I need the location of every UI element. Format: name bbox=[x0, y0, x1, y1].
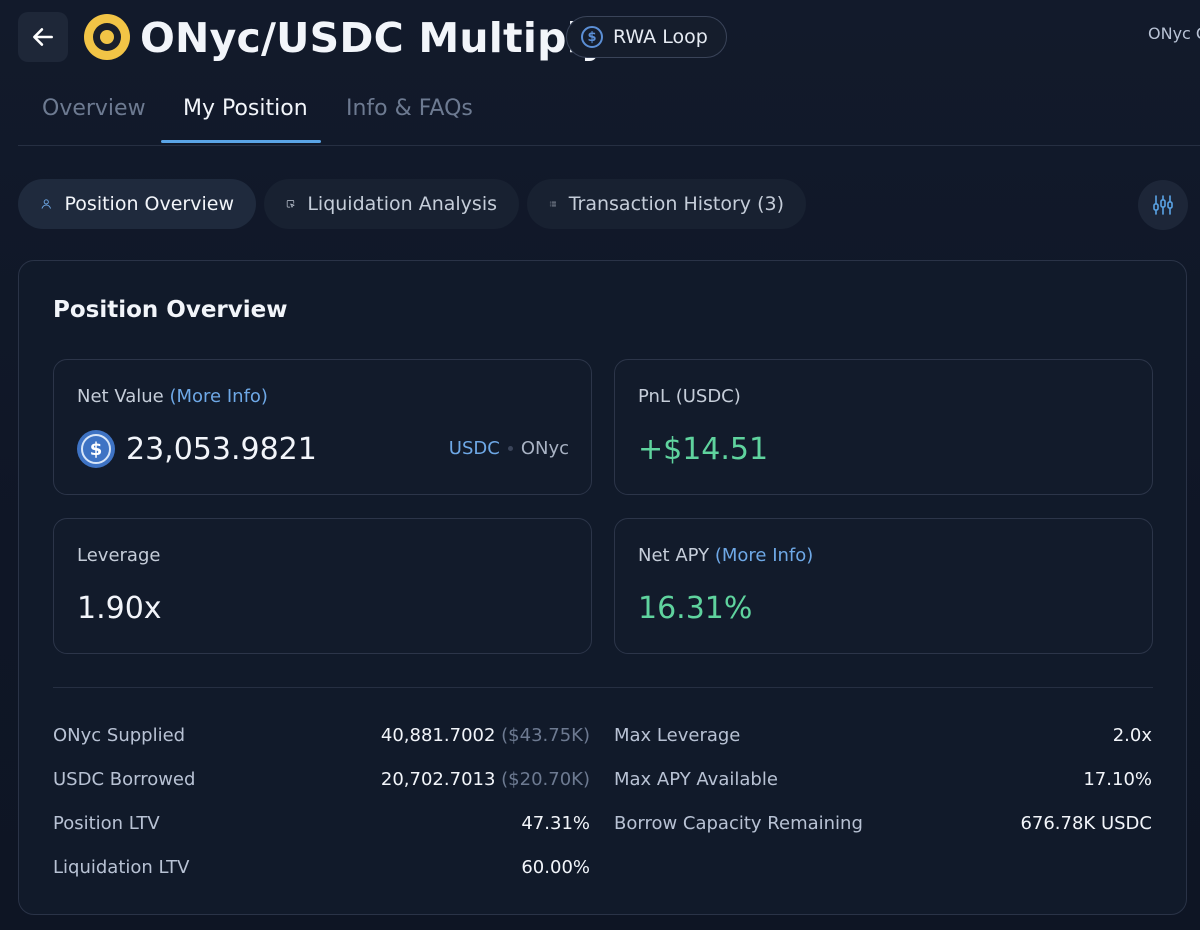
net-apy-more-info-link[interactable]: (More Info) bbox=[714, 545, 814, 566]
liquidation-ltv-value: 60.00% bbox=[521, 857, 590, 878]
pnl-value: +$14.51 bbox=[638, 432, 769, 467]
header: ONyc/USDC Multiply $ RWA Loop ONyc C bbox=[0, 0, 1200, 80]
position-ltv-value: 47.31% bbox=[521, 813, 590, 834]
divider bbox=[53, 687, 1153, 688]
net-value-amount: 23,053.9821 bbox=[126, 432, 317, 467]
borrow-capacity-value: 676.78K USDC bbox=[1020, 813, 1152, 834]
subtab-liquidation-analysis[interactable]: Liquidation Analysis bbox=[264, 179, 519, 229]
chart-icon bbox=[1153, 195, 1173, 215]
main-tabs: Overview My Position Info & FAQs bbox=[18, 82, 1200, 146]
toggle-separator bbox=[507, 446, 513, 451]
subtab-position-overview[interactable]: Position Overview bbox=[18, 179, 256, 229]
net-value-label: Net Value bbox=[77, 386, 164, 407]
user-icon bbox=[41, 199, 51, 209]
net-apy-panel: Net APY (More Info) 16.31% bbox=[614, 518, 1153, 654]
tab-overview[interactable]: Overview bbox=[42, 96, 146, 121]
net-apy-label-row: Net APY (More Info) bbox=[638, 545, 813, 566]
onyc-logo-icon bbox=[84, 14, 130, 60]
tab-info-faqs[interactable]: Info & FAQs bbox=[346, 96, 473, 121]
onyc-supplied-label: ONyc Supplied bbox=[53, 725, 186, 746]
tab-my-position[interactable]: My Position bbox=[183, 96, 308, 121]
cursor-box-icon bbox=[286, 200, 295, 208]
list-icon bbox=[549, 201, 557, 207]
usdc-borrowed-usd: ($20.70K) bbox=[501, 769, 590, 790]
currency-toggle: USDC ONyc bbox=[449, 438, 569, 459]
leverage-value: 1.90x bbox=[77, 591, 162, 626]
onyc-supplied-amount: 40,881.7002 bbox=[380, 725, 496, 746]
usdc-coin-icon: $ bbox=[77, 430, 115, 468]
net-apy-label: Net APY bbox=[638, 545, 710, 566]
leverage-label: Leverage bbox=[77, 545, 161, 566]
subtab-transaction-history[interactable]: Transaction History (3) bbox=[527, 179, 806, 229]
active-tab-indicator bbox=[161, 140, 321, 143]
back-arrow-icon bbox=[33, 28, 53, 46]
net-apy-value: 16.31% bbox=[638, 591, 753, 626]
net-value-more-info-link[interactable]: (More Info) bbox=[169, 386, 268, 407]
pnl-label: PnL (USDC) bbox=[638, 386, 741, 407]
toggle-onyc[interactable]: ONyc bbox=[520, 438, 569, 459]
usdc-borrowed-label: USDC Borrowed bbox=[53, 769, 196, 790]
net-value-panel: Net Value (More Info) $ 23,053.9821 USDC… bbox=[53, 359, 592, 495]
subtab-label: Liquidation Analysis bbox=[307, 193, 497, 215]
max-apy-value: 17.10% bbox=[1083, 769, 1152, 790]
toggle-usdc[interactable]: USDC bbox=[448, 438, 500, 459]
dollar-circle-icon: $ bbox=[581, 26, 603, 48]
truncated-corner-text: ONyc C bbox=[1148, 24, 1200, 43]
chart-view-button[interactable] bbox=[1138, 180, 1188, 230]
liquidation-ltv-label: Liquidation LTV bbox=[53, 857, 190, 878]
net-value-label-row: Net Value (More Info) bbox=[77, 386, 268, 407]
page-title: ONyc/USDC Multiply bbox=[140, 14, 608, 62]
card-title: Position Overview bbox=[53, 297, 288, 323]
max-leverage-value: 2.0x bbox=[1112, 725, 1152, 746]
borrow-capacity-label: Borrow Capacity Remaining bbox=[614, 813, 863, 834]
onyc-supplied-usd: ($43.75K) bbox=[501, 725, 590, 746]
leverage-panel: Leverage 1.90x bbox=[53, 518, 592, 654]
badge-label: RWA Loop bbox=[613, 26, 708, 48]
rwa-loop-badge[interactable]: $ RWA Loop bbox=[566, 16, 727, 58]
position-ltv-label: Position LTV bbox=[53, 813, 160, 834]
usdc-borrowed-value: 20,702.7013 ($20.70K) bbox=[381, 769, 590, 790]
pnl-panel: PnL (USDC) +$14.51 bbox=[614, 359, 1153, 495]
position-overview-card: Position Overview Net Value (More Info) … bbox=[18, 260, 1187, 915]
max-leverage-label: Max Leverage bbox=[614, 725, 741, 746]
subtab-label: Transaction History (3) bbox=[568, 193, 784, 215]
usdc-borrowed-amount: 20,702.7013 bbox=[380, 769, 496, 790]
onyc-supplied-value: 40,881.7002 ($43.75K) bbox=[381, 725, 590, 746]
max-apy-label: Max APY Available bbox=[614, 769, 778, 790]
back-button[interactable] bbox=[18, 12, 68, 62]
subtab-label: Position Overview bbox=[64, 193, 234, 215]
